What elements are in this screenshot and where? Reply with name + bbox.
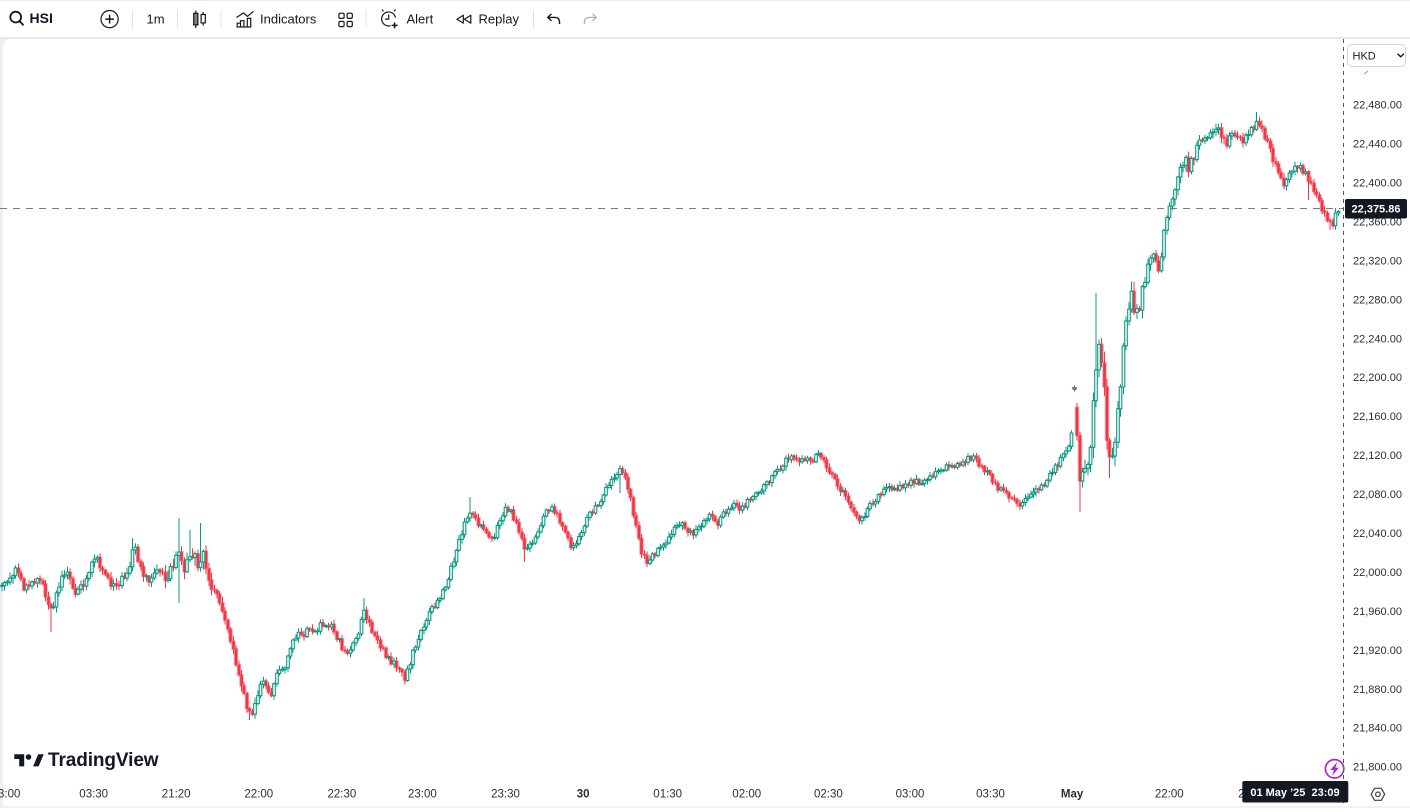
svg-text:HSI: HSI	[30, 10, 53, 26]
svg-text:21,920.00: 21,920.00	[1353, 645, 1402, 657]
svg-text:1m: 1m	[147, 12, 165, 27]
svg-text:02:00: 02:00	[732, 788, 761, 800]
svg-text:Alert: Alert	[407, 12, 434, 27]
svg-text:22,040.00: 22,040.00	[1353, 528, 1402, 540]
svg-text:22,400.00: 22,400.00	[1353, 178, 1402, 190]
svg-text:03:30: 03:30	[79, 788, 108, 800]
svg-text:HKD: HKD	[1353, 51, 1376, 63]
svg-text:02:30: 02:30	[814, 788, 843, 800]
svg-text:22,480.00: 22,480.00	[1353, 100, 1402, 112]
svg-text:22,080.00: 22,080.00	[1353, 489, 1402, 501]
svg-text:03:00: 03:00	[896, 788, 925, 800]
svg-text:22,440.00: 22,440.00	[1353, 139, 1402, 151]
svg-text:21,880.00: 21,880.00	[1353, 684, 1402, 696]
svg-text:22,160.00: 22,160.00	[1353, 411, 1402, 423]
svg-text:01:30: 01:30	[653, 788, 682, 800]
svg-text:21,840.00: 21,840.00	[1353, 723, 1402, 735]
svg-text:22,120.00: 22,120.00	[1353, 450, 1402, 462]
svg-text:03:00: 03:00	[0, 788, 20, 800]
svg-text:21:20: 21:20	[162, 788, 191, 800]
svg-text:May: May	[1061, 788, 1084, 800]
svg-text:03:30: 03:30	[976, 788, 1005, 800]
svg-text:30: 30	[577, 788, 590, 800]
svg-text:TradingView: TradingView	[48, 750, 159, 771]
svg-text:22,000.00: 22,000.00	[1353, 567, 1402, 579]
svg-text:22,280.00: 22,280.00	[1353, 294, 1402, 306]
svg-text:22:00: 22:00	[1155, 788, 1184, 800]
svg-text:22,240.00: 22,240.00	[1353, 333, 1402, 345]
svg-text:22,375.86: 22,375.86	[1352, 204, 1401, 216]
svg-text:01 May ’25 23:09: 01 May ’25 23:09	[1250, 787, 1339, 799]
svg-text:21,960.00: 21,960.00	[1353, 606, 1402, 618]
svg-text:Replay: Replay	[479, 12, 520, 27]
svg-text:22,320.00: 22,320.00	[1353, 255, 1402, 267]
svg-text:Indicators: Indicators	[260, 12, 317, 27]
svg-text:23:00: 23:00	[408, 788, 437, 800]
svg-text:22:30: 22:30	[328, 788, 357, 800]
svg-text:22,360.00: 22,360.00	[1353, 216, 1402, 228]
svg-text:21,800.00: 21,800.00	[1353, 762, 1402, 774]
svg-text:23:30: 23:30	[491, 788, 520, 800]
svg-text:22,200.00: 22,200.00	[1353, 372, 1402, 384]
svg-text:22:00: 22:00	[244, 788, 273, 800]
